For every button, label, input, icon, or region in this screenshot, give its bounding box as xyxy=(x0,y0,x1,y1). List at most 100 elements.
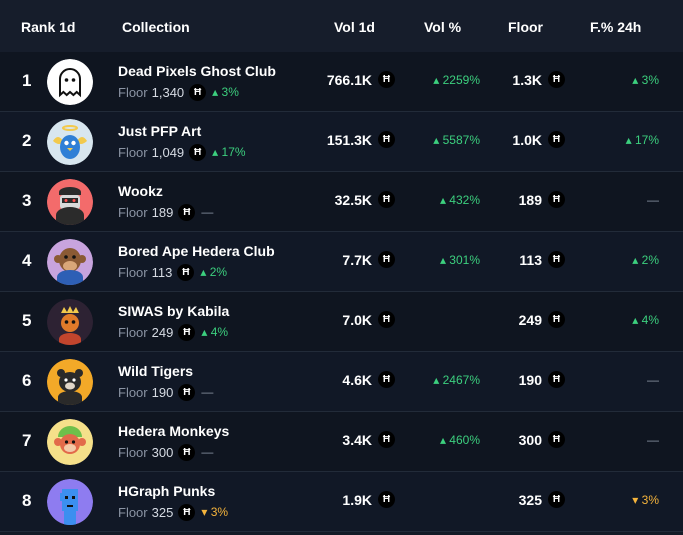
volume-1d: 4.6K Ħ xyxy=(342,371,395,388)
hbar-icon: Ħ xyxy=(189,83,207,101)
floor-change: — xyxy=(201,385,214,399)
table-row[interactable]: 1 Dead Pixels Ghost Club Floor 1,340 Ħ ▴… xyxy=(0,52,683,112)
floor-info: Floor 325 Ħ ▾ 3% xyxy=(118,503,229,521)
floor-price: 189 Ħ xyxy=(519,191,565,208)
table-row[interactable]: 2 Just PFP Art Floor 1,049 Ħ ▴ 17% 151.3… xyxy=(0,112,683,172)
floor-price: 113 Ħ xyxy=(519,251,565,268)
rank-number: 7 xyxy=(22,431,32,450)
collection-name[interactable]: Wild Tigers xyxy=(118,363,194,379)
volume-1d: 151.3K Ħ xyxy=(327,131,395,148)
hbar-icon: Ħ xyxy=(548,311,565,328)
hbar-icon: Ħ xyxy=(177,263,195,281)
table-row[interactable]: 8 HGraph Punks Floor 325 Ħ ▾ 3% 1.9K Ħ 32… xyxy=(0,472,683,532)
collection-name[interactable]: Wookz xyxy=(118,183,163,199)
floor-change: — xyxy=(201,445,214,459)
hbar-icon: Ħ xyxy=(178,383,196,401)
hbar-icon: Ħ xyxy=(189,143,207,161)
table-row[interactable]: 6 Wild Tigers Floor 190 Ħ — 4.6K Ħ ▴ 2467… xyxy=(0,352,683,412)
header-vol-percent[interactable]: Vol % xyxy=(424,19,462,35)
rank-number: 2 xyxy=(22,131,32,150)
rank-number: 5 xyxy=(22,311,32,330)
hbar-icon: Ħ xyxy=(378,71,395,88)
floor-change: — xyxy=(201,205,214,219)
floor-info: Floor 1,340 Ħ ▴ 3% xyxy=(118,83,239,101)
header-vol[interactable]: Vol 1d xyxy=(334,19,375,35)
floor-price: 325 Ħ xyxy=(519,491,565,508)
volume-1d: 7.0K Ħ xyxy=(342,311,395,328)
table-row[interactable]: 3 Wookz Floor 189 Ħ — 32.5K Ħ ▴ 432% 189 Ħ… xyxy=(0,172,683,232)
collection-name[interactable]: HGraph Punks xyxy=(118,483,216,499)
hbar-icon: Ħ xyxy=(548,71,565,88)
floor-price: 190 Ħ xyxy=(519,371,565,388)
floor-info: Floor 1,049 Ħ ▴ 17% xyxy=(118,143,246,161)
volume-1d: 7.7K Ħ xyxy=(342,251,395,268)
floor-change: ▾ 3% xyxy=(201,505,229,519)
hbar-icon: Ħ xyxy=(378,431,395,448)
floor-value: 1,049 xyxy=(151,144,185,160)
rank-number: 6 xyxy=(22,371,32,390)
rank-number: 8 xyxy=(22,491,32,510)
floor-info: Floor 190 Ħ — xyxy=(118,383,214,401)
collection-name[interactable]: SIWAS by Kabila xyxy=(118,303,230,319)
hbar-icon: Ħ xyxy=(178,203,196,221)
floor-change: ▴ 3% xyxy=(212,85,239,99)
hbar-icon: Ħ xyxy=(378,191,395,208)
floor-change-24h: — xyxy=(647,433,659,447)
floor-change-24h: — xyxy=(647,373,659,387)
header-floor[interactable]: Floor xyxy=(508,19,543,35)
blue-bird-angel-icon[interactable] xyxy=(47,119,93,165)
collection-name[interactable]: Just PFP Art xyxy=(118,123,202,139)
hbar-icon: Ħ xyxy=(378,311,395,328)
header-rank[interactable]: Rank 1d xyxy=(21,19,76,35)
collection-name[interactable]: Hedera Monkeys xyxy=(118,423,230,439)
floor-price: 300 Ħ xyxy=(519,431,565,448)
hbar-icon: Ħ xyxy=(548,191,565,208)
hbar-icon: Ħ xyxy=(548,431,565,448)
floor-change-24h: ▴ 17% xyxy=(625,133,659,147)
volume-percent: ▴ 5587% xyxy=(433,133,480,147)
header-floor-change-24h[interactable]: F.% 24h xyxy=(590,19,642,35)
floor-price: 249 Ħ xyxy=(519,311,565,328)
floor-value: 113 xyxy=(151,264,173,280)
floor-change: ▴ 17% xyxy=(212,145,246,159)
table-row[interactable]: 5 SIWAS by Kabila Floor 249 Ħ ▴ 4% 7.0K Ħ… xyxy=(0,292,683,352)
hbar-icon: Ħ xyxy=(378,131,395,148)
volume-1d: 32.5K Ħ xyxy=(335,191,395,208)
hbar-icon: Ħ xyxy=(378,491,395,508)
table-row[interactable]: 4 Bored Ape Hedera Club Floor 113 Ħ ▴ 2%… xyxy=(0,232,683,292)
robot-cap-icon[interactable] xyxy=(47,179,93,225)
monkey-icon[interactable] xyxy=(47,419,93,465)
rank-number: 3 xyxy=(22,191,32,210)
floor-price: 1.0K Ħ xyxy=(512,131,565,148)
ape-icon[interactable] xyxy=(47,239,93,285)
ghost-icon[interactable] xyxy=(47,59,93,105)
floor-change-24h: ▴ 3% xyxy=(632,73,659,87)
volume-percent: ▴ 432% xyxy=(439,193,480,207)
floor-change: ▴ 4% xyxy=(201,325,229,339)
volume-percent: ▴ 2467% xyxy=(433,373,480,387)
hbar-icon: Ħ xyxy=(548,371,565,388)
collection-name[interactable]: Bored Ape Hedera Club xyxy=(118,243,275,259)
floor-value: 300 xyxy=(151,444,174,460)
hbar-icon: Ħ xyxy=(178,443,196,461)
floor-change-24h: ▴ 4% xyxy=(632,313,659,327)
floor-value: 1,340 xyxy=(151,84,185,100)
floor-info: Floor 189 Ħ — xyxy=(118,203,214,221)
floor-info: Floor 300 Ħ — xyxy=(118,443,214,461)
floor-info: Floor 249 Ħ ▴ 4% xyxy=(118,323,229,341)
hbar-icon: Ħ xyxy=(378,251,395,268)
volume-percent: ▴ 301% xyxy=(439,253,480,267)
floor-value: 190 xyxy=(151,384,174,400)
crowned-character-icon[interactable] xyxy=(47,299,93,345)
header-collection[interactable]: Collection xyxy=(122,19,190,35)
floor-info: Floor 113 Ħ ▴ 2% xyxy=(118,263,228,281)
floor-change-24h: ▴ 2% xyxy=(632,253,659,267)
hbar-icon: Ħ xyxy=(548,491,565,508)
collection-name[interactable]: Dead Pixels Ghost Club xyxy=(118,63,276,79)
table-row[interactable]: 7 Hedera Monkeys Floor 300 Ħ — 3.4K Ħ ▴ 4… xyxy=(0,412,683,472)
hbar-icon: Ħ xyxy=(548,131,565,148)
tiger-icon[interactable] xyxy=(47,359,93,405)
floor-change: ▴ 2% xyxy=(200,265,228,279)
pixel-punk-icon[interactable] xyxy=(47,479,93,525)
volume-1d: 1.9K Ħ xyxy=(342,491,395,508)
